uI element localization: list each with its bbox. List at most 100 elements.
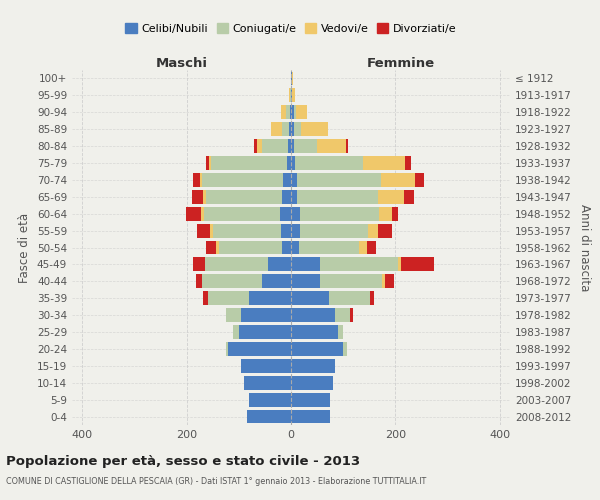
Bar <box>286 106 290 119</box>
Bar <box>249 292 291 305</box>
Bar <box>292 72 293 86</box>
Bar <box>404 156 411 170</box>
Bar <box>291 308 335 322</box>
Bar <box>202 173 283 187</box>
Bar <box>295 156 363 170</box>
Bar <box>293 139 317 153</box>
Bar <box>380 173 415 187</box>
Bar <box>208 292 249 305</box>
Bar <box>378 190 404 203</box>
Bar <box>193 258 205 272</box>
Bar <box>291 240 299 254</box>
Bar <box>206 156 209 170</box>
Bar <box>226 308 241 322</box>
Bar <box>291 173 297 187</box>
Bar <box>392 207 398 220</box>
Bar <box>203 190 206 203</box>
Bar <box>196 274 202 288</box>
Bar <box>291 207 301 220</box>
Bar <box>329 292 370 305</box>
Bar <box>301 224 368 237</box>
Bar <box>289 122 291 136</box>
Bar <box>241 308 291 322</box>
Bar <box>202 274 262 288</box>
Bar <box>249 392 291 406</box>
Bar <box>291 392 330 406</box>
Bar <box>262 139 289 153</box>
Bar <box>346 139 349 153</box>
Bar <box>200 173 202 187</box>
Bar <box>283 173 291 187</box>
Bar <box>292 88 295 102</box>
Bar <box>281 240 291 254</box>
Bar <box>289 88 290 102</box>
Text: Popolazione per età, sesso e stato civile - 2013: Popolazione per età, sesso e stato civil… <box>6 455 360 468</box>
Bar <box>281 106 286 119</box>
Bar <box>398 258 401 272</box>
Bar <box>291 325 338 339</box>
Bar <box>257 139 262 153</box>
Bar <box>271 122 281 136</box>
Bar <box>213 224 281 237</box>
Bar <box>291 122 293 136</box>
Legend: Celibi/Nubili, Coniugati/e, Vedovi/e, Divorziati/e: Celibi/Nubili, Coniugati/e, Vedovi/e, Di… <box>121 19 461 38</box>
Bar <box>211 156 287 170</box>
Bar <box>281 224 291 237</box>
Bar <box>291 274 320 288</box>
Bar <box>338 325 343 339</box>
Bar <box>185 207 202 220</box>
Bar <box>291 72 292 86</box>
Bar <box>297 173 380 187</box>
Bar <box>193 173 200 187</box>
Bar <box>301 207 379 220</box>
Bar <box>382 274 385 288</box>
Bar <box>296 106 307 119</box>
Bar <box>363 156 404 170</box>
Bar <box>192 190 203 203</box>
Bar <box>239 325 291 339</box>
Bar <box>370 292 374 305</box>
Bar <box>280 207 291 220</box>
Bar <box>247 410 291 424</box>
Bar <box>291 410 330 424</box>
Bar <box>281 122 289 136</box>
Bar <box>262 274 291 288</box>
Bar <box>291 139 293 153</box>
Bar <box>202 207 204 220</box>
Bar <box>204 207 280 220</box>
Bar <box>291 224 301 237</box>
Bar <box>293 122 301 136</box>
Bar <box>299 240 359 254</box>
Bar <box>291 342 343 356</box>
Bar <box>291 359 335 373</box>
Bar <box>254 139 257 153</box>
Bar <box>244 376 291 390</box>
Bar <box>401 258 434 272</box>
Bar <box>268 258 291 272</box>
Bar <box>290 88 291 102</box>
Bar <box>241 359 291 373</box>
Bar <box>281 190 291 203</box>
Bar <box>297 190 378 203</box>
Bar <box>219 240 281 254</box>
Bar <box>291 190 297 203</box>
Bar <box>291 258 320 272</box>
Bar <box>317 139 346 153</box>
Bar <box>287 156 291 170</box>
Bar <box>293 106 296 119</box>
Y-axis label: Anni di nascita: Anni di nascita <box>578 204 591 291</box>
Bar <box>289 139 291 153</box>
Text: COMUNE DI CASTIGLIONE DELLA PESCAIA (GR) - Dati ISTAT 1° gennaio 2013 - Elaboraz: COMUNE DI CASTIGLIONE DELLA PESCAIA (GR)… <box>6 478 426 486</box>
Bar <box>343 342 347 356</box>
Bar <box>209 156 211 170</box>
Bar <box>210 224 213 237</box>
Bar <box>291 106 293 119</box>
Y-axis label: Fasce di età: Fasce di età <box>19 212 31 282</box>
Bar <box>290 106 291 119</box>
Bar <box>379 207 392 220</box>
Bar <box>291 292 329 305</box>
Bar <box>359 240 367 254</box>
Bar <box>291 156 295 170</box>
Bar <box>404 190 413 203</box>
Bar <box>206 190 281 203</box>
